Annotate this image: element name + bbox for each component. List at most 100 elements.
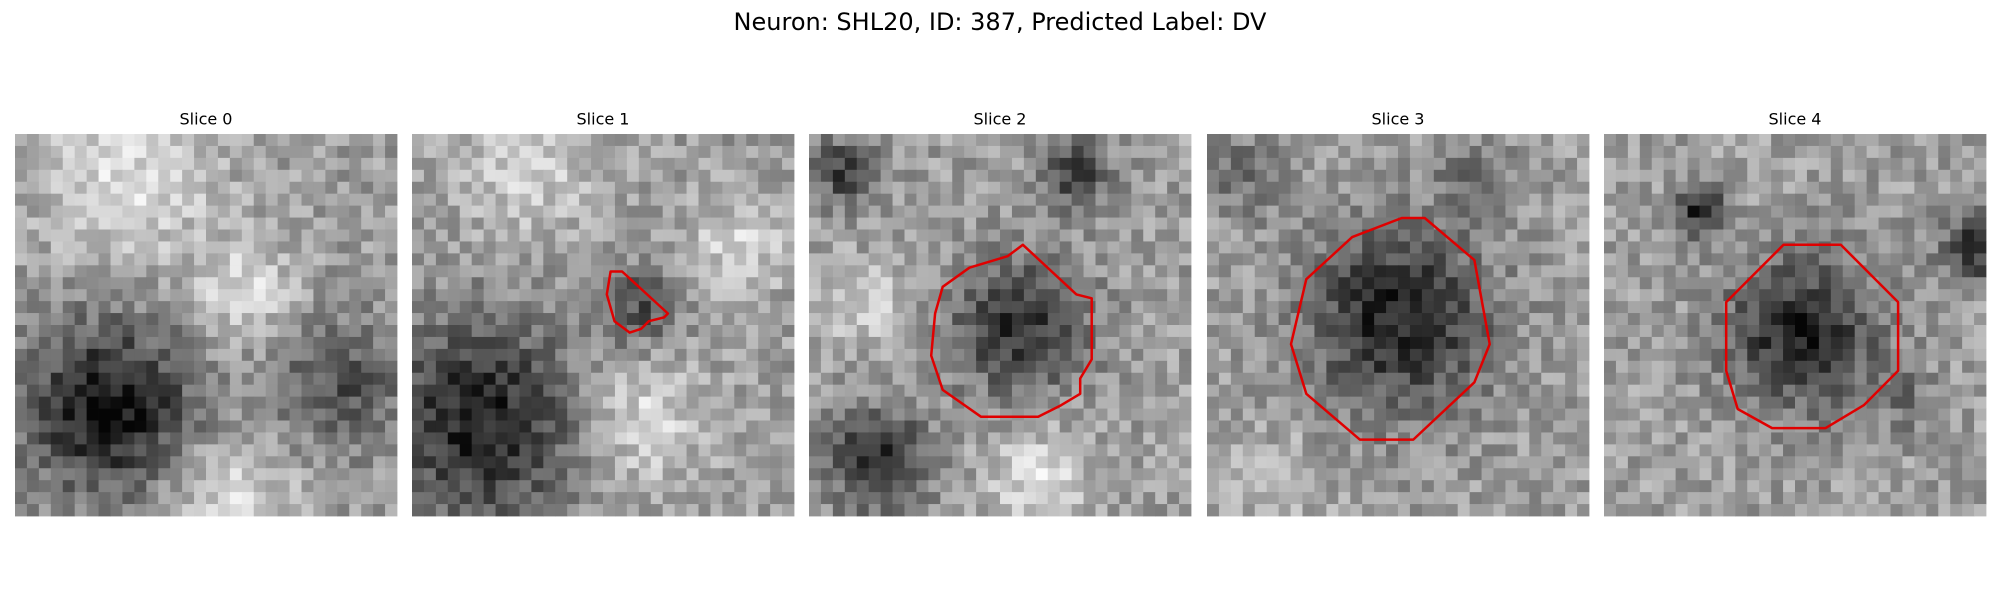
pixel — [686, 289, 699, 302]
pixel — [1083, 157, 1096, 171]
pixel — [62, 372, 76, 386]
pixel — [698, 193, 711, 207]
pixel — [110, 157, 123, 171]
pixel — [1059, 145, 1073, 159]
pixel — [1047, 205, 1061, 218]
pixel — [459, 456, 473, 469]
pixel — [722, 253, 735, 266]
pixel — [1386, 193, 1399, 207]
pixel — [928, 492, 941, 505]
pixel — [638, 408, 652, 421]
pixel — [385, 408, 398, 421]
pixel — [1107, 420, 1120, 433]
pixel — [301, 217, 314, 230]
pixel — [1505, 408, 1518, 421]
pixel — [1409, 134, 1423, 147]
pixel — [1326, 492, 1339, 505]
pixel — [507, 325, 520, 338]
pixel — [782, 169, 795, 183]
pixel — [1302, 336, 1315, 350]
pixel — [1938, 420, 1951, 433]
pixel — [567, 492, 580, 505]
pixel — [1326, 360, 1339, 374]
pixel — [1818, 336, 1832, 350]
pixel — [206, 492, 219, 505]
pixel — [337, 325, 350, 338]
pixel — [940, 229, 953, 242]
pixel — [1023, 205, 1037, 218]
pixel — [1627, 289, 1641, 302]
pixel — [217, 181, 231, 195]
pixel — [412, 301, 425, 314]
pixel — [940, 444, 953, 457]
pixel — [1374, 480, 1387, 493]
pixel — [1119, 241, 1132, 254]
pixel — [1095, 229, 1108, 242]
pixel — [1047, 492, 1061, 505]
pixel — [313, 205, 326, 218]
pixel — [289, 229, 302, 242]
pixel — [146, 456, 159, 469]
pixel — [1651, 193, 1665, 207]
pixel — [1481, 468, 1494, 481]
pixel — [1409, 181, 1423, 195]
pixel — [832, 181, 846, 195]
pixel — [134, 277, 147, 290]
pixel — [904, 229, 917, 242]
pixel — [1409, 253, 1423, 266]
pixel — [194, 420, 207, 433]
pixel — [1409, 217, 1423, 230]
pixel — [710, 229, 723, 242]
pixel — [1338, 396, 1351, 409]
pixel — [698, 348, 711, 362]
pixel — [1902, 217, 1915, 230]
pixel — [1207, 504, 1220, 517]
pixel — [543, 205, 556, 218]
pixel — [722, 348, 735, 362]
pixel — [1119, 504, 1132, 517]
pixel — [1747, 205, 1760, 218]
pixel — [265, 265, 279, 278]
pixel — [1541, 134, 1554, 147]
pixel — [412, 432, 425, 445]
pixel — [1469, 241, 1482, 254]
pixel — [722, 134, 735, 147]
pixel — [1541, 193, 1554, 207]
pixel — [361, 169, 374, 183]
pixel — [638, 468, 652, 481]
pixel — [880, 289, 893, 302]
pixel — [122, 134, 135, 147]
pixel — [1290, 492, 1303, 505]
pixel — [229, 336, 243, 350]
pixel — [964, 336, 977, 350]
pixel — [253, 444, 267, 457]
pixel — [1517, 325, 1530, 338]
pixel — [122, 253, 135, 266]
pixel — [1374, 205, 1387, 218]
pixel — [98, 348, 111, 362]
pixel — [471, 504, 485, 517]
pixel — [662, 384, 676, 398]
pixel — [1314, 325, 1327, 338]
pixel — [758, 253, 771, 266]
pixel — [349, 408, 362, 421]
pixel — [98, 432, 111, 445]
pixel — [940, 205, 953, 218]
pixel — [662, 396, 676, 409]
pixel — [182, 169, 195, 183]
pixel — [832, 265, 846, 278]
pixel — [1433, 145, 1447, 159]
pixel — [1207, 205, 1220, 218]
pixel — [74, 205, 88, 218]
pixel — [856, 468, 870, 481]
pixel — [1421, 169, 1435, 183]
pixel — [1735, 241, 1748, 254]
pixel — [1577, 480, 1590, 493]
pixel — [638, 456, 652, 469]
pixel — [1771, 313, 1784, 326]
pixel — [1481, 157, 1494, 171]
pixel — [1615, 241, 1629, 254]
pixel — [385, 229, 398, 242]
pixel — [435, 504, 449, 517]
pixel — [1830, 169, 1844, 183]
